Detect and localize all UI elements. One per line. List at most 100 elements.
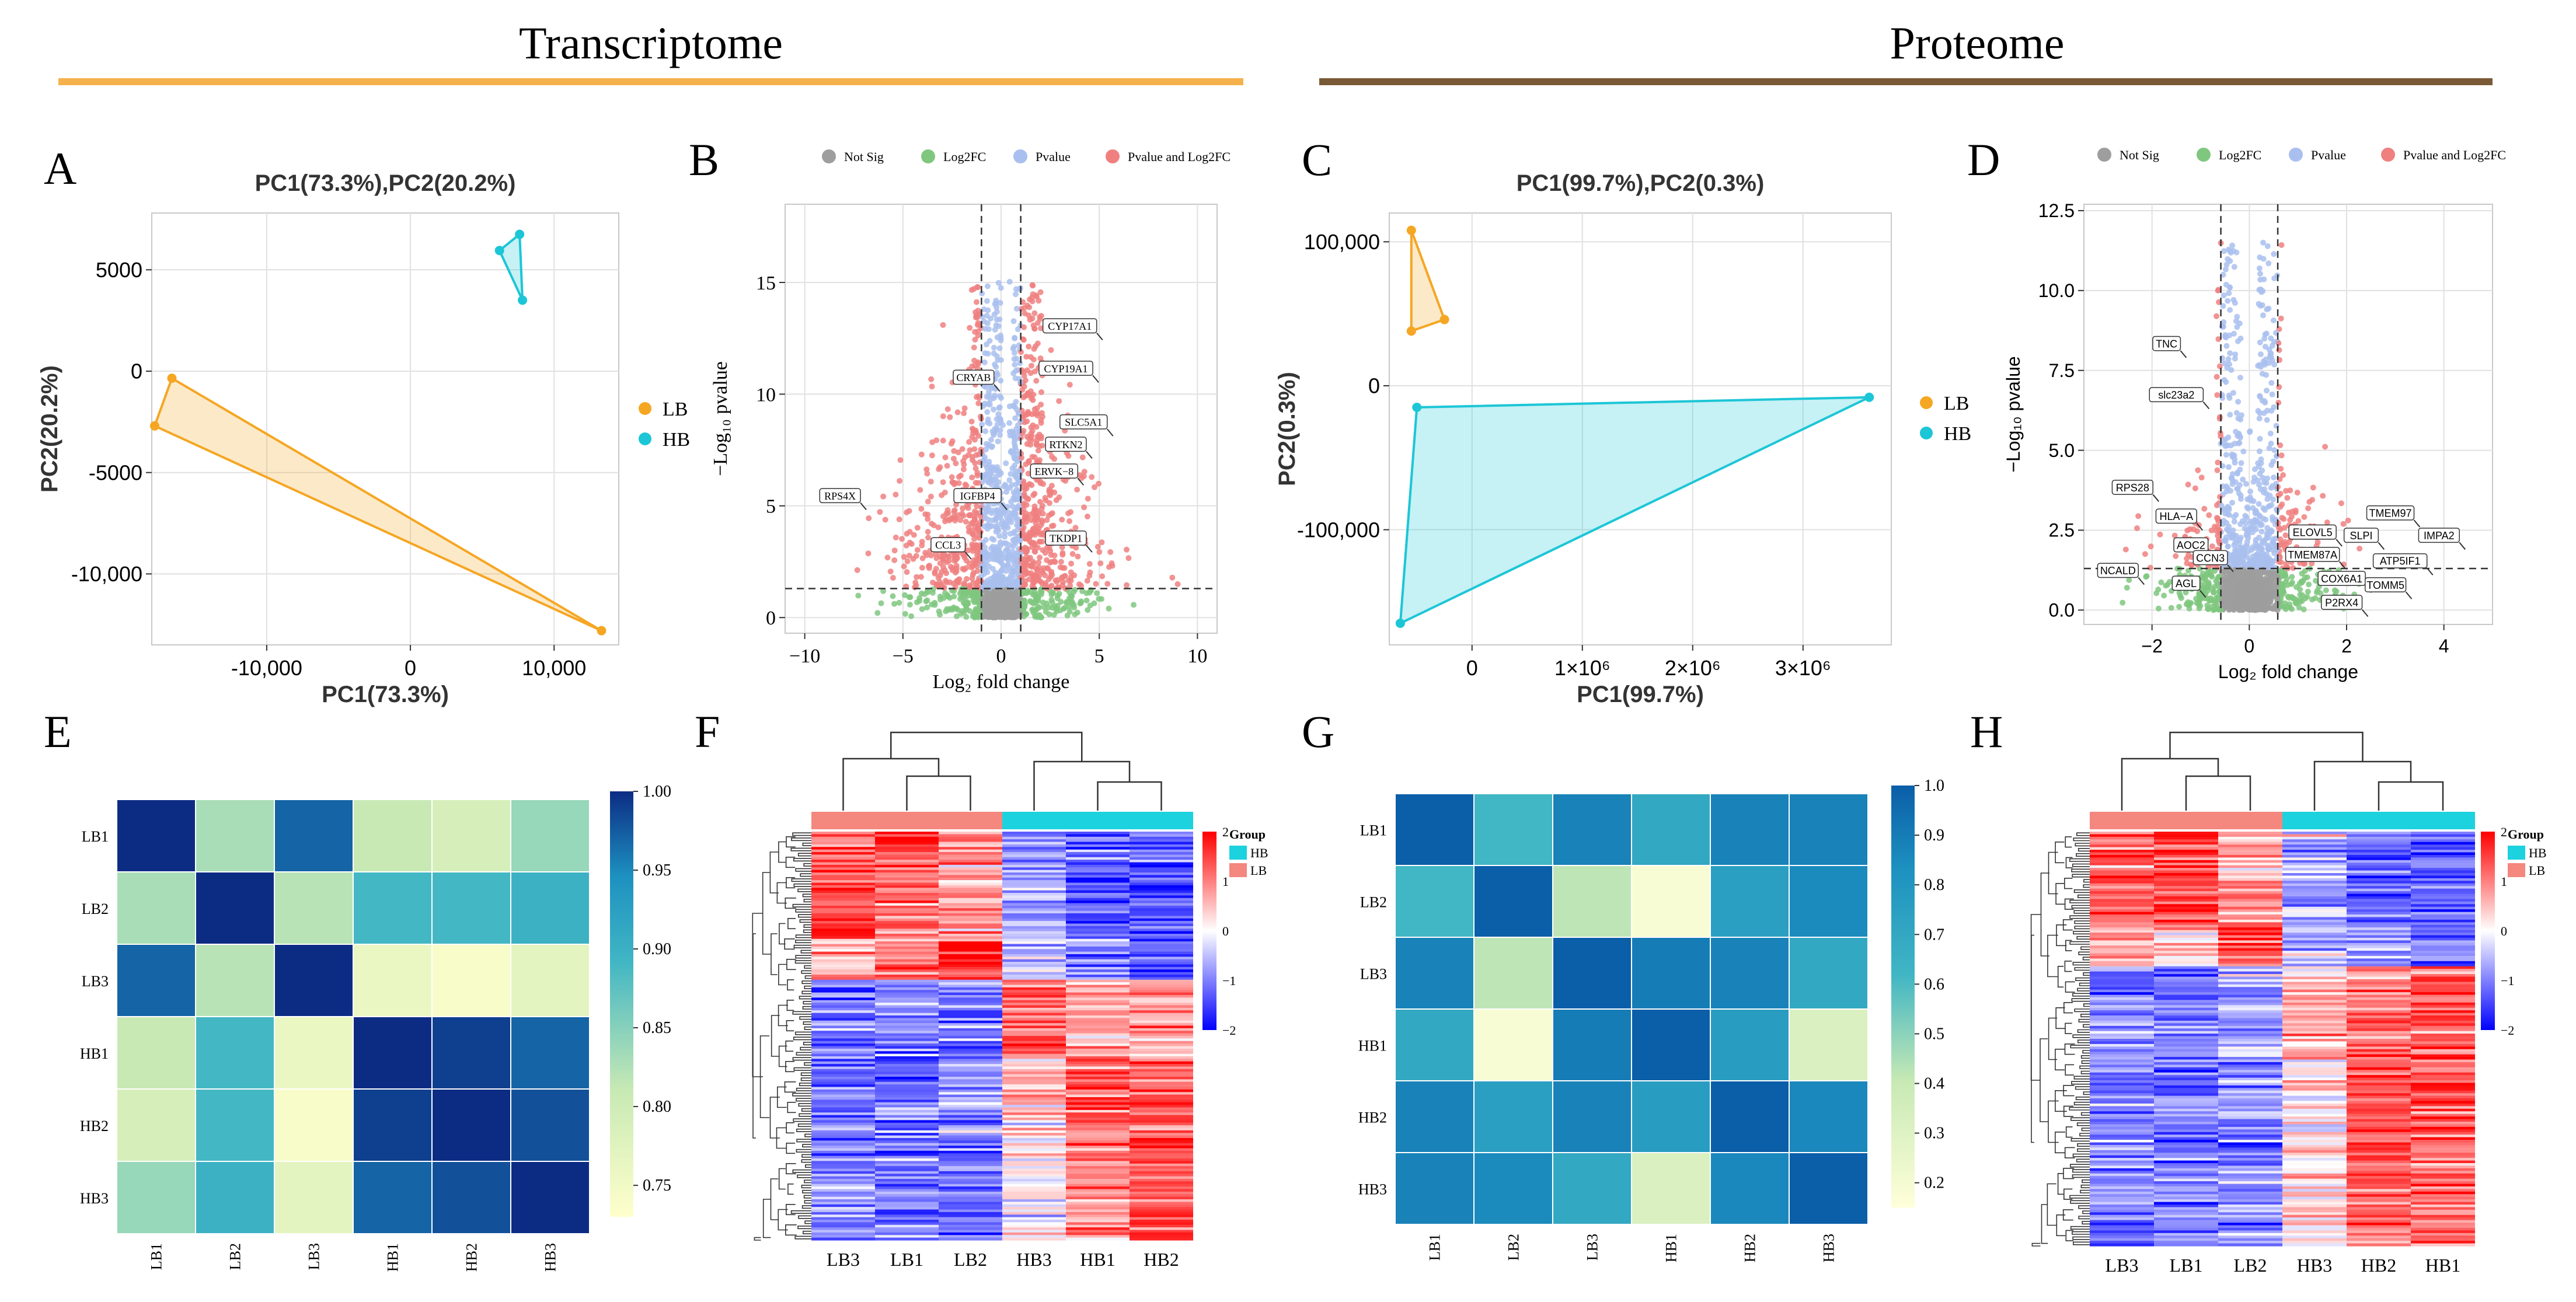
legend-label: Pvalue [2311,148,2346,162]
volcano-point [1034,405,1040,411]
volcano-point [906,508,912,514]
volcano-point [2258,351,2264,357]
volcano-point [945,607,951,613]
legend-label-lb: LB [1944,393,1969,414]
volcano-point [977,513,984,519]
col-label: HB2 [463,1243,480,1272]
volcano-point [2236,586,2242,592]
volcano-point [2268,577,2275,584]
volcano-point [2256,535,2262,540]
volcano-point [1034,614,1041,620]
volcano-point [2194,600,2200,606]
volcano-point [2268,441,2274,447]
volcano-point [948,441,954,447]
heatmap-row-cell [875,867,939,871]
volcano-point [2264,417,2270,423]
legend-key [2197,148,2211,162]
volcano-point [2324,519,2330,526]
y-tick-label: 7.5 [2049,360,2075,381]
col-label: LB3 [306,1243,323,1270]
heatmap-row-cell [1002,888,1066,891]
heatmap-row-cell [811,842,875,845]
volcano-point [1030,592,1037,598]
volcano-point [2249,599,2256,606]
volcano-point [911,532,917,538]
volcano-point [2245,548,2251,554]
volcano-point [899,536,905,542]
heatmap-row-cell [1066,844,1130,847]
volcano-point [1036,298,1042,304]
volcano-point [2201,505,2208,512]
volcano-point [916,598,923,604]
colorbar-label: 0.95 [643,861,671,879]
y-tick-label: 5000 [96,258,142,282]
volcano-point [2223,379,2229,385]
heatmap-row-cell [939,854,1002,858]
volcano-point [2289,580,2295,585]
volcano-point [2237,482,2243,488]
volcano-point [2257,303,2264,309]
colorbar-label: 0.85 [643,1019,671,1037]
heatmap-cell [195,944,275,1017]
volcano-point [940,413,946,420]
volcano-point [976,610,982,617]
volcano-point [2236,320,2243,327]
volcano-point [925,529,931,535]
volcano-point [926,563,933,569]
x-tick-label: −2 [2141,636,2162,657]
gene-label: ELOVL5 [2293,526,2333,538]
panel-b-volcano-transcriptome: CYP17A1CYP19A1CRYABSLC5A1RTKN2ERVK−8IGFB… [710,149,1231,693]
heatmap-row-cell [939,832,1002,835]
section-bar-proteome [1319,78,2493,85]
heatmap-row-cell [1130,844,1193,847]
heatmap-row-cell [1002,844,1066,847]
volcano-point [1050,522,1057,529]
volcano-point [1030,291,1036,298]
heatmap-row-cell [939,864,1002,868]
legend-key [2097,148,2111,162]
heatmap-row-cell [811,890,875,893]
heatmap-row-cell [1002,872,1066,875]
volcano-point [2173,553,2179,559]
volcano-point [2268,380,2275,386]
volcano-point [908,613,915,619]
volcano-point [985,351,991,357]
heatmap-row-cell [1002,900,1066,904]
volcano-point [1024,302,1030,309]
volcano-point [2258,456,2264,463]
volcano-point [2264,243,2271,249]
volcano-point [2265,260,2272,267]
volcano-point [925,535,931,541]
volcano-point [2268,585,2274,592]
volcano-point [1009,589,1015,596]
gene-label-box [1030,463,1079,479]
volcano-point [984,409,991,415]
volcano-point [2260,567,2266,573]
volcano-point [925,516,931,522]
volcano-point [1002,530,1008,536]
volcano-point [2148,543,2154,550]
y-tick-label: 5 [766,496,776,518]
heatmap-row-cell [939,852,1002,855]
gene-label: CCL3 [935,539,961,551]
volcano-point [1038,325,1044,331]
volcano-point [2250,592,2256,599]
volcano-point [891,547,898,554]
heatmap-row-cell [939,872,1002,875]
volcano-point [2227,307,2233,313]
volcano-point [1060,579,1066,585]
gene-label: RPS4X [824,490,856,502]
volcano-point [1023,354,1030,360]
volcano-point [2158,579,2164,585]
volcano-point [2237,416,2244,423]
volcano-point [855,592,862,599]
volcano-point [2223,266,2229,273]
volcano-point [1033,424,1040,430]
volcano-point [2282,606,2289,612]
heatmap-row-cell [1066,885,1130,888]
volcano-point [1024,418,1030,424]
volcano-point [2253,526,2259,533]
heatmap-cell [431,799,511,872]
legend-key [1013,149,1027,163]
gene-label-box [1059,414,1108,430]
